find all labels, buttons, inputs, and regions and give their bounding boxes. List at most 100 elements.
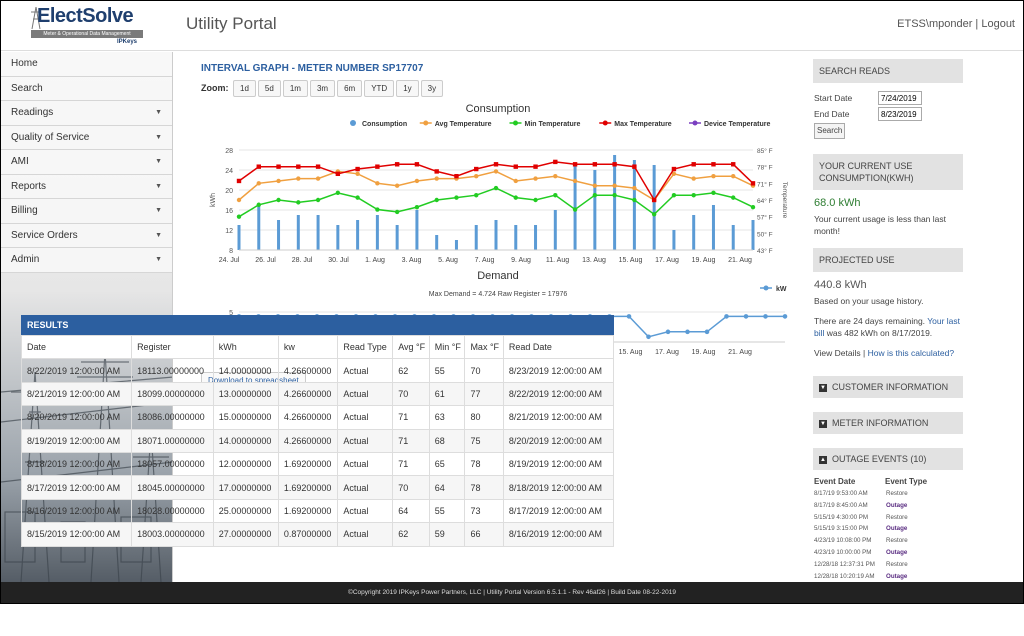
min-temperature-point xyxy=(236,214,242,219)
y-tick-label: 28 xyxy=(225,148,233,155)
min-temperature-point xyxy=(691,193,696,198)
table-cell: 80 xyxy=(464,405,504,430)
avg-temperature-point xyxy=(533,176,538,181)
projected-use-title: PROJECTED USE xyxy=(813,248,963,272)
column-header[interactable]: Register xyxy=(131,334,214,360)
results-header: RESULTS xyxy=(21,315,614,335)
how-calculated-link[interactable]: How is this calculated? xyxy=(867,348,955,358)
legend-marker-device-temperature xyxy=(692,120,698,126)
projected-use-note: Based on your usage history. xyxy=(814,296,924,306)
min-temperature-point xyxy=(276,197,281,203)
results-table: Date Register kWh kw Read Type Avg °F Min °F Ma… xyxy=(20,334,615,547)
column-header[interactable]: Avg °F xyxy=(392,334,430,360)
table-cell: 18086.00000000 xyxy=(131,405,214,430)
event-type: Outage xyxy=(886,501,908,509)
search-button[interactable]: Search xyxy=(814,123,846,139)
sidebar-item-billing[interactable]: Billing ▼ xyxy=(1,199,172,224)
column-header[interactable]: Read Date xyxy=(502,334,615,360)
logout-link[interactable]: Logout xyxy=(981,18,1015,30)
zoom-1m-button[interactable]: 1m xyxy=(282,80,308,97)
list-item: 8/17/19 8:45:00 AM Outage xyxy=(814,500,963,512)
zoom-3y-button[interactable]: 3y xyxy=(420,80,444,97)
electsolve-logo[interactable]: ElectSolve Meter & Operational Data Mana… xyxy=(7,5,145,47)
y2-tick-label: 85° F xyxy=(757,147,773,155)
x-tick-label: 17. Aug xyxy=(655,257,679,264)
table-row: 8/17/2019 12:00:00 AM 18045.00000000 17.00… xyxy=(20,475,615,500)
zoom-ytd-button[interactable]: YTD xyxy=(364,80,395,97)
sidebar-item-search[interactable]: Search xyxy=(1,76,172,101)
current-use-value: 68.0 kWh xyxy=(814,197,861,209)
zoom-5d-button[interactable]: 5d xyxy=(257,80,281,97)
outage-events-toggle[interactable]: ▲ OUTAGE EVENTS (10) xyxy=(813,448,963,470)
sidebar-item-reports[interactable]: Reports ▼ xyxy=(1,174,172,199)
search-reads-panel: SEARCH READS Start Date End Date Search xyxy=(813,59,963,144)
consumption-bar xyxy=(375,215,379,250)
column-header[interactable]: Read Type xyxy=(337,334,394,360)
min-temperature-point xyxy=(731,195,736,200)
end-date-input[interactable] xyxy=(878,107,922,121)
table-cell: Actual xyxy=(337,381,394,407)
column-header[interactable]: kw xyxy=(277,334,339,360)
zoom-1y-button[interactable]: 1y xyxy=(396,80,419,97)
y2-tick-label: 64° F xyxy=(757,197,773,205)
customer-information-toggle[interactable]: ▼ CUSTOMER INFORMATION xyxy=(813,376,963,398)
column-header[interactable]: Min °F xyxy=(428,334,466,360)
sidebar-item-admin[interactable]: Admin ▼ xyxy=(1,248,172,273)
x-tick-label: 21. Aug xyxy=(728,257,752,264)
sidebar-item-quality-of-service[interactable]: Quality of Service ▼ xyxy=(1,125,172,150)
meter-information-toggle[interactable]: ▼ METER INFORMATION xyxy=(813,412,963,434)
min-temperature-point xyxy=(355,195,360,200)
view-details-link[interactable]: View Details xyxy=(814,348,861,358)
consumption-bar xyxy=(415,210,419,250)
table-cell: 1.69200000 xyxy=(277,475,339,500)
list-item: 4/23/19 10:00:00 PM Outage xyxy=(814,547,963,559)
avg-temperature-point xyxy=(256,181,261,186)
outage-events-header: Event Date Event Type xyxy=(814,476,963,488)
avg-temperature-point xyxy=(474,173,479,179)
consumption-bar xyxy=(296,215,300,250)
table-cell: 73 xyxy=(464,498,504,524)
column-header[interactable]: Max °F xyxy=(464,334,504,360)
y2-tick-label: 78° F xyxy=(757,164,773,172)
event-date: 4/23/19 10:08:00 PM xyxy=(814,537,872,545)
min-temperature-point xyxy=(553,193,558,198)
sidebar-item-label: Search xyxy=(11,82,43,94)
sidebar-item-ami[interactable]: AMI ▼ xyxy=(1,150,172,175)
x-tick-label: 9. Aug xyxy=(511,257,531,264)
avg-temperature-point xyxy=(731,173,736,179)
max-temperature-point xyxy=(315,164,321,169)
table-cell: Actual xyxy=(337,405,394,430)
app-title: Utility Portal xyxy=(186,14,277,33)
sidebar-item-readings[interactable]: Readings ▼ xyxy=(1,101,172,126)
column-header[interactable]: kWh xyxy=(212,334,279,360)
event-date: 8/17/19 9:53:00 AM xyxy=(814,490,868,497)
table-cell: 8/20/2019 12:00:00 AM xyxy=(20,405,133,430)
caret-down-icon: ▼ xyxy=(155,256,162,263)
sidebar-item-label: Service Orders xyxy=(11,229,78,241)
x-tick-label: 11. Aug xyxy=(546,257,569,264)
zoom-1d-button[interactable]: 1d xyxy=(233,80,256,97)
legend-marker-min-temperature xyxy=(513,120,518,126)
start-date-input[interactable] xyxy=(878,91,922,105)
sidebar-item-home[interactable]: Home xyxy=(1,52,172,77)
y2-tick-label: 71° F xyxy=(757,180,773,188)
avg-temperature-point xyxy=(513,178,518,184)
max-temperature-point xyxy=(355,166,360,172)
zoom-3m-button[interactable]: 3m xyxy=(309,80,336,97)
table-cell: 8/16/2019 12:00:00 AM xyxy=(20,498,133,524)
max-temperature-point xyxy=(612,162,617,167)
table-cell: 4.26600000 xyxy=(277,405,339,430)
last-bill-link[interactable]: Your last bill xyxy=(814,316,961,338)
zoom-6m-button[interactable]: 6m xyxy=(337,80,363,97)
event-date-header: Event Date xyxy=(814,477,856,486)
event-type-header: Event Type xyxy=(885,477,928,486)
y2-tick-label: 43° F xyxy=(757,247,773,255)
table-cell: Actual xyxy=(337,475,394,500)
sidebar-item-service-orders[interactable]: Service Orders ▼ xyxy=(1,223,172,248)
username-link[interactable]: ETSS\mponder xyxy=(897,18,973,30)
table-cell: 8/18/2019 12:00:00 AM xyxy=(20,451,133,477)
column-header[interactable]: Date xyxy=(20,334,133,360)
outage-events-list: Event Date Event Type 8/17/19 9:53:00 AM… xyxy=(813,476,963,582)
start-date-label: Start Date xyxy=(814,93,853,103)
max-temperature-point xyxy=(632,164,637,169)
